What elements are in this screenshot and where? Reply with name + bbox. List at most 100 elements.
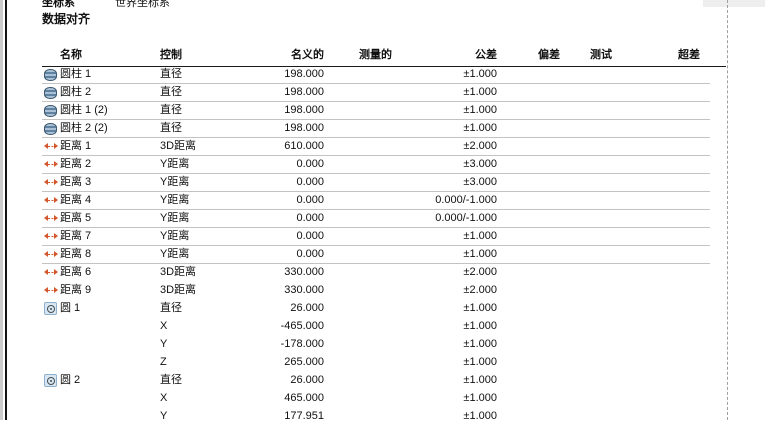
feature-name: 距离 6 <box>60 266 92 278</box>
feature-icon-cell <box>44 137 59 155</box>
table-row[interactable]: 距离 7 Y距离 0.000 ±1.000 <box>0 227 765 246</box>
table-row[interactable]: X -465.000 ±1.000 <box>0 317 765 335</box>
column-header-tolerance[interactable]: 公差 <box>475 49 497 61</box>
table-row[interactable]: 距离 5 Y距离 0.000 0.000/-1.000 <box>0 209 765 228</box>
feature-icon-cell <box>44 389 59 407</box>
table-row[interactable]: 距离 3 Y距离 0.000 ±3.000 <box>0 173 765 192</box>
test-value <box>557 227 612 245</box>
outtol-value <box>645 299 700 317</box>
control-type: Y距离 <box>160 176 190 188</box>
table-row[interactable]: 距离 4 Y距离 0.000 0.000/-1.000 <box>0 191 765 210</box>
row-separator <box>42 137 710 138</box>
table-row[interactable]: Y -178.000 ±1.000 <box>0 335 765 353</box>
table-row[interactable]: 圆柱 1 (2) 直径 198.000 ±1.000 <box>0 101 765 120</box>
deviation-value <box>505 317 560 335</box>
measured-value <box>332 137 392 155</box>
measured-value <box>332 245 392 263</box>
feature-icon-cell <box>44 155 59 173</box>
feature-name: 距离 9 <box>60 284 92 296</box>
nominal-value: 0.000 <box>296 248 324 260</box>
row-separator <box>42 263 710 264</box>
control-type: Y距离 <box>160 230 190 242</box>
table-row[interactable]: Z 265.000 ±1.000 <box>0 353 765 371</box>
outtol-value <box>645 227 700 245</box>
feature-icon-cell <box>44 335 59 353</box>
table-row[interactable]: 圆柱 2 (2) 直径 198.000 ±1.000 <box>0 119 765 138</box>
control-type: 直径 <box>160 122 182 134</box>
column-header-nominal[interactable]: 名义的 <box>291 49 324 61</box>
outtol-value <box>645 65 700 83</box>
feature-icon-cell <box>44 407 59 425</box>
measured-value <box>332 65 392 83</box>
nominal-value: 330.000 <box>284 284 324 296</box>
row-separator <box>42 209 710 210</box>
nominal-value: 26.000 <box>290 302 324 314</box>
row-separator <box>42 101 710 102</box>
outtol-value <box>645 101 700 119</box>
table-row[interactable]: 距离 1 3D距离 610.000 ±2.000 <box>0 137 765 156</box>
test-value <box>557 101 612 119</box>
measured-value <box>332 281 392 299</box>
feature-icon-cell <box>44 173 59 191</box>
column-header-name[interactable]: 名称 <box>60 49 82 61</box>
column-header-control[interactable]: 控制 <box>160 49 182 61</box>
nominal-value: 26.000 <box>290 374 324 386</box>
measured-value <box>332 371 392 389</box>
test-value <box>557 407 612 425</box>
feature-name <box>60 407 156 425</box>
nominal-value: 0.000 <box>296 212 324 224</box>
deviation-value <box>505 209 560 227</box>
distance-icon <box>44 178 58 187</box>
measured-value <box>332 101 392 119</box>
deviation-value <box>505 263 560 281</box>
control-type: Y距离 <box>160 194 190 206</box>
distance-icon <box>44 214 58 223</box>
distance-icon-line <box>48 145 54 147</box>
table-row[interactable]: 距离 9 3D距离 330.000 ±2.000 <box>0 281 765 299</box>
deviation-value <box>505 245 560 263</box>
cylinder-icon <box>44 123 57 135</box>
deviation-value <box>505 155 560 173</box>
nominal-value: 0.000 <box>296 158 324 170</box>
feature-icon-cell <box>44 65 59 83</box>
table-row[interactable]: 圆 1 直径 26.000 ±1.000 <box>0 299 765 317</box>
table-row[interactable]: X 465.000 ±1.000 <box>0 389 765 407</box>
column-header-outtol[interactable]: 超差 <box>678 49 700 61</box>
feature-icon-cell <box>44 245 59 263</box>
test-value <box>557 245 612 263</box>
feature-icon-cell <box>44 299 59 317</box>
column-header-deviation[interactable]: 偏差 <box>538 49 560 61</box>
feature-name: 距离 5 <box>60 212 92 224</box>
control-type: Y距离 <box>160 212 190 224</box>
table-row[interactable]: Y 177.951 ±1.000 <box>0 407 765 425</box>
deviation-value <box>505 83 560 101</box>
table-row[interactable]: 距离 2 Y距离 0.000 ±3.000 <box>0 155 765 174</box>
table-row[interactable]: 距离 6 3D距离 330.000 ±2.000 <box>0 263 765 281</box>
deviation-value <box>505 335 560 353</box>
feature-icon-cell <box>44 263 59 281</box>
column-header-measured[interactable]: 测量的 <box>359 49 392 61</box>
table-row[interactable]: 距离 8 Y距离 0.000 ±1.000 <box>0 245 765 264</box>
nominal-value: 0.000 <box>296 230 324 242</box>
distance-icon <box>44 160 58 169</box>
test-value <box>557 155 612 173</box>
control-type: 直径 <box>160 68 182 80</box>
circle-icon <box>44 374 57 387</box>
test-value <box>557 209 612 227</box>
table-row[interactable]: 圆 2 直径 26.000 ±1.000 <box>0 371 765 389</box>
distance-icon-line <box>48 235 54 237</box>
cylinder-icon <box>44 105 57 117</box>
tolerance-value: ±1.000 <box>463 392 497 404</box>
table-row[interactable]: 圆柱 2 直径 198.000 ±1.000 <box>0 83 765 102</box>
outtol-value <box>645 389 700 407</box>
tolerance-value: ±1.000 <box>463 230 497 242</box>
column-header-test[interactable]: 测试 <box>590 49 612 61</box>
measured-value <box>332 263 392 281</box>
feature-name: 圆 2 <box>60 374 81 386</box>
feature-name: 圆 1 <box>60 302 81 314</box>
nominal-value: 0.000 <box>296 176 324 188</box>
deviation-value <box>505 191 560 209</box>
table-row[interactable]: 圆柱 1 直径 198.000 ±1.000 <box>0 65 765 84</box>
deviation-value <box>505 353 560 371</box>
control-type: 3D距离 <box>160 140 197 152</box>
